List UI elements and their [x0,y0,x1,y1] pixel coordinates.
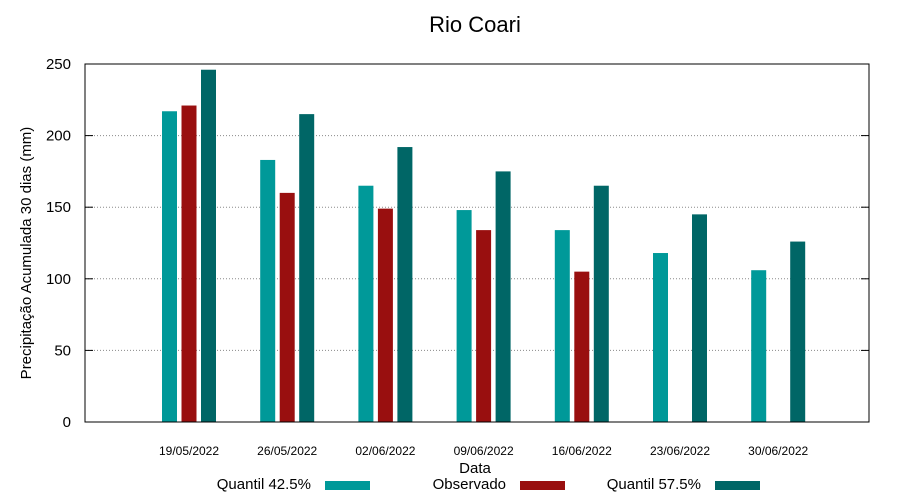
bar [201,69,216,422]
x-tick-label: 30/06/2022 [748,444,808,458]
x-tick-label: 19/05/2022 [159,444,219,458]
y-axis-label: Precipitação Acumulada 30 dias (mm) [18,127,35,380]
bar [299,114,315,423]
y-tick-label: 50 [54,342,71,359]
bar [377,208,393,422]
bar [751,270,767,422]
legend-label: Observado [433,476,506,493]
y-tick-label: 100 [46,271,71,288]
bar [162,111,177,423]
x-tick-label: 26/05/2022 [257,444,317,458]
x-tick-label: 02/06/2022 [355,444,415,458]
legend-swatch [520,481,565,490]
x-tick-label: 09/06/2022 [454,444,514,458]
bar [358,185,374,422]
plot-frame [84,63,870,423]
bar [554,230,570,422]
legend-swatch [325,481,370,490]
bar [653,253,668,422]
x-tick-label: 23/06/2022 [650,444,710,458]
legend-label: Quantil 42.5% [217,476,311,493]
y-tick-label: 0 [63,414,71,431]
bar [260,159,276,422]
legend: Quantil 42.5% Observado Quantil 57.5% [217,476,760,493]
x-tick-label: 16/06/2022 [552,444,612,458]
bar [397,147,413,422]
bar [692,214,707,422]
y-tick-label: 150 [46,199,71,216]
bar [476,230,492,422]
y-tick-label: 250 [46,56,71,73]
legend-label: Quantil 57.5% [607,476,701,493]
bar [456,210,472,422]
bar [495,171,511,422]
bars [162,69,806,423]
x-axis-label: Data [459,460,491,477]
bar [593,185,609,422]
bar [790,241,806,422]
y-tick-label: 200 [46,128,71,145]
legend-swatch [715,481,760,490]
bar [574,271,590,422]
bar [279,192,295,422]
bar [181,105,197,422]
y-axis-ticks: 0 50 100 150 200 250 [46,56,869,431]
x-axis-ticks: 19/05/2022 26/05/2022 02/06/2022 09/06/2022… [159,444,809,458]
chart-title: Rio Coari [429,12,521,37]
